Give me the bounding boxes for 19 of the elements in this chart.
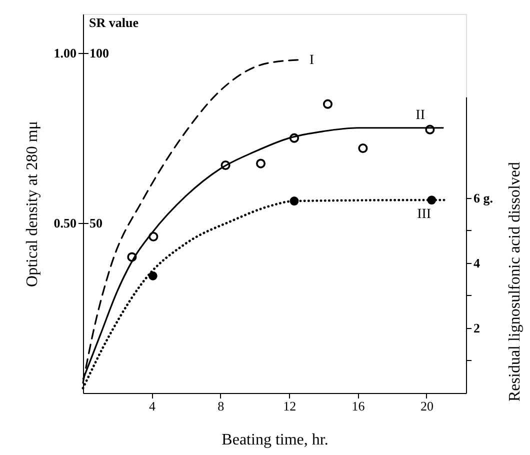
y2-axis-title: SR value: [89, 15, 139, 30]
y3-axis-title: Residual lignosulfonic acid dissolved: [506, 162, 524, 402]
x-tick-label: 16: [352, 398, 366, 414]
y-axis-title: Optical density at 280 mμ: [24, 121, 41, 287]
y2-tick-label: 50: [90, 216, 102, 231]
annotation: I: [309, 52, 314, 68]
x-tick-label: 8: [218, 398, 224, 414]
annotation: III: [417, 207, 432, 222]
y3-tick-label: 6 g.: [474, 190, 493, 206]
x-tick-label: 4: [148, 398, 156, 414]
y-tick-label: 0.50: [54, 216, 76, 231]
x-tick-label: 12: [283, 398, 296, 414]
x-tick-label: 20: [420, 398, 434, 414]
y-tick-label: 1.00: [54, 46, 76, 61]
y3-tick-label: 4: [474, 255, 480, 270]
annotation: II: [416, 108, 426, 123]
x-axis-title: Beating time, hr.: [222, 432, 328, 448]
y3-tick-label: 2: [474, 320, 480, 336]
y2-tick-label: 100: [90, 46, 109, 61]
